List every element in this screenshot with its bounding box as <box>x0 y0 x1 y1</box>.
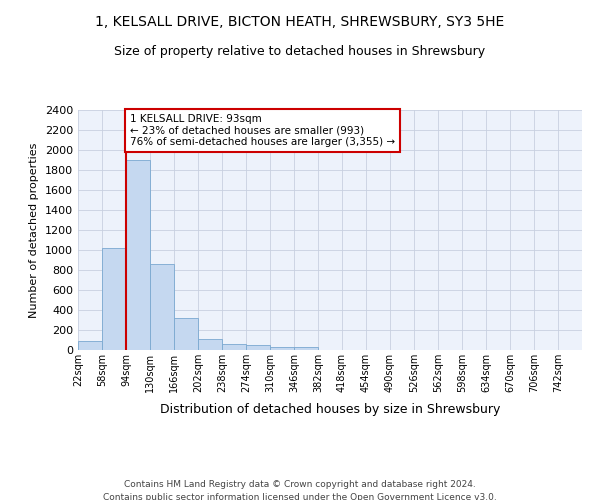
Bar <box>222 344 246 350</box>
Text: 1 KELSALL DRIVE: 93sqm
← 23% of detached houses are smaller (993)
76% of semi-de: 1 KELSALL DRIVE: 93sqm ← 23% of detached… <box>130 114 395 147</box>
Bar <box>198 338 222 350</box>
Y-axis label: Number of detached properties: Number of detached properties <box>29 142 40 318</box>
Bar <box>294 347 318 350</box>
Bar <box>102 248 126 350</box>
Bar <box>126 160 150 350</box>
Bar <box>270 346 294 350</box>
X-axis label: Distribution of detached houses by size in Shrewsbury: Distribution of detached houses by size … <box>160 404 500 416</box>
Bar <box>150 264 174 350</box>
Bar <box>78 341 102 350</box>
Text: Contains HM Land Registry data © Crown copyright and database right 2024.: Contains HM Land Registry data © Crown c… <box>124 480 476 489</box>
Text: 1, KELSALL DRIVE, BICTON HEATH, SHREWSBURY, SY3 5HE: 1, KELSALL DRIVE, BICTON HEATH, SHREWSBU… <box>95 15 505 29</box>
Text: Size of property relative to detached houses in Shrewsbury: Size of property relative to detached ho… <box>115 45 485 58</box>
Bar <box>246 345 270 350</box>
Bar <box>174 318 198 350</box>
Text: Contains public sector information licensed under the Open Government Licence v3: Contains public sector information licen… <box>103 492 497 500</box>
